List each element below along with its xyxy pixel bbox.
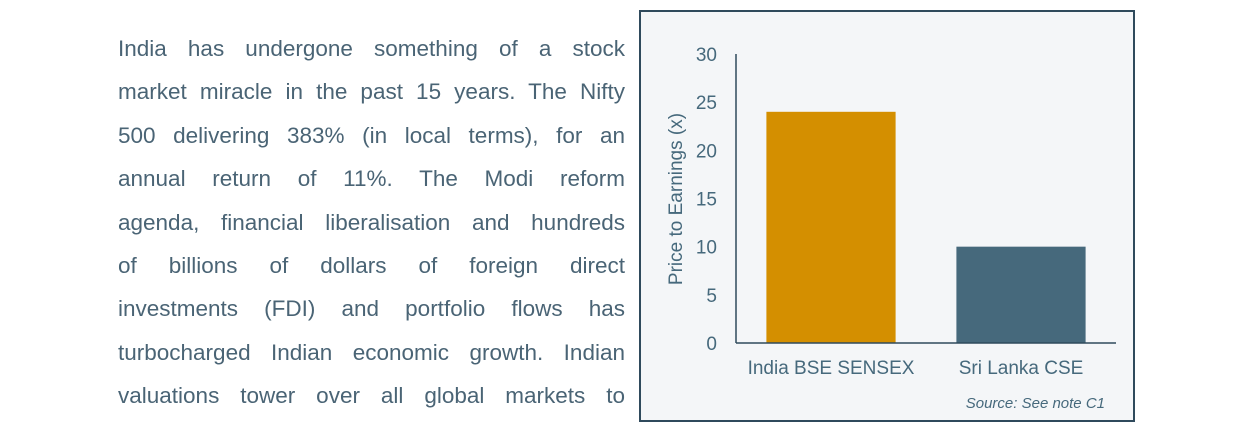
paragraph: India has undergone something of a stock… — [118, 27, 625, 418]
bar — [766, 111, 896, 343]
bar — [956, 246, 1086, 343]
text-line: agenda, financial liberalisation and hun… — [118, 209, 625, 235]
text-line: 500 delivering 383% (in local terms), fo… — [118, 122, 625, 148]
y-tick-label: 0 — [706, 334, 717, 355]
text-line: investments (FDI) and portfolio flows ha… — [118, 296, 625, 322]
text-line: valuations tower over all global markets… — [118, 383, 625, 409]
x-tick-label: India BSE SENSEX — [748, 358, 915, 379]
text-line: India has undergone something of a stock — [118, 36, 625, 61]
x-tick-label: Sri Lanka CSE — [959, 358, 1084, 379]
y-tick-label: 5 — [706, 286, 717, 307]
text-line: market miracle in the past 15 years. The… — [118, 79, 625, 105]
text-line: annual return of 11%. The Modi reform — [118, 166, 625, 192]
y-tick-label: 25 — [696, 93, 717, 114]
y-tick-label: 15 — [696, 190, 717, 211]
text-line: turbocharged Indian economic growth. Ind… — [118, 339, 625, 365]
text-line: of billions of dollars of foreign direct — [118, 252, 625, 278]
y-tick-label: 10 — [696, 238, 717, 259]
y-tick-label: 30 — [696, 45, 717, 66]
source-note: Source: See note C1 — [966, 395, 1105, 412]
y-axis-label: Price to Earnings (x) — [666, 113, 687, 285]
y-tick-label: 20 — [696, 141, 717, 162]
